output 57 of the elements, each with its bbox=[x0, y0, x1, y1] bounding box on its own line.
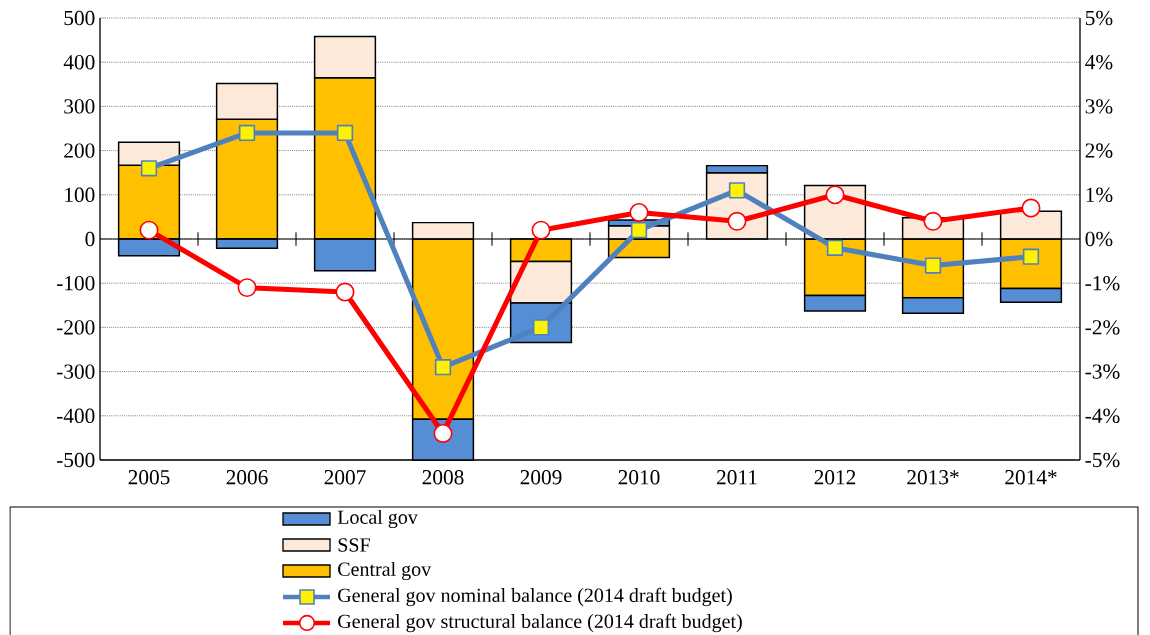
point bbox=[826, 239, 844, 256]
legend-label: Local gov bbox=[337, 509, 418, 529]
point bbox=[238, 124, 256, 142]
y-tick-label: -100 bbox=[56, 276, 95, 291]
point bbox=[825, 185, 845, 205]
point bbox=[727, 211, 747, 231]
y2-tick-label: -3% bbox=[1085, 364, 1120, 379]
x-tick-label: 2007 bbox=[324, 470, 366, 485]
point bbox=[139, 220, 159, 240]
y-tick-label: -500 bbox=[56, 452, 95, 468]
y2-tick-label: 2% bbox=[1085, 143, 1113, 158]
y-tick-label: 500 bbox=[64, 10, 95, 26]
point bbox=[433, 424, 453, 443]
y-tick-label: -400 bbox=[56, 408, 95, 423]
y2-tick-label: 4% bbox=[1085, 54, 1113, 70]
point bbox=[336, 124, 354, 142]
point bbox=[531, 220, 551, 240]
y2-tick-label: -5% bbox=[1085, 452, 1120, 468]
y2-tick-label: 0% bbox=[1085, 231, 1113, 247]
y-tick-label: 0 bbox=[85, 231, 95, 247]
point bbox=[140, 160, 158, 177]
point bbox=[1021, 198, 1041, 218]
point bbox=[532, 319, 550, 336]
x-tick-label: 2005 bbox=[128, 470, 170, 485]
y-tick-label: -300 bbox=[56, 364, 95, 379]
y-tick-label: 300 bbox=[64, 99, 95, 114]
y-tick-label: 100 bbox=[65, 187, 95, 202]
legend-label: General gov nominal balance (2014 draft budget) bbox=[338, 587, 732, 607]
point bbox=[728, 182, 746, 199]
y-tick-label: -200 bbox=[56, 320, 95, 335]
y2-tick-label: 3% bbox=[1085, 99, 1113, 114]
point bbox=[630, 222, 648, 239]
x-tick-label: 2011 bbox=[717, 470, 757, 485]
y2-tick-label: -1% bbox=[1085, 275, 1120, 291]
point bbox=[434, 359, 452, 376]
x-tick-label: 2010 bbox=[618, 470, 660, 485]
point bbox=[335, 282, 355, 302]
point bbox=[237, 278, 257, 298]
point bbox=[1022, 248, 1040, 265]
point bbox=[923, 211, 943, 231]
y2-tick-label: 1% bbox=[1086, 187, 1113, 203]
point bbox=[629, 203, 649, 222]
x-tick-label: 2012 bbox=[814, 470, 856, 485]
y2-tick-label: -4% bbox=[1085, 408, 1120, 424]
y-tick-label: 200 bbox=[64, 143, 95, 158]
x-tick-label: 2013* bbox=[907, 470, 959, 485]
x-tick-label: 2008 bbox=[422, 470, 464, 485]
y2-tick-label: -2% bbox=[1085, 320, 1120, 335]
x-tick-label: 2006 bbox=[226, 470, 268, 485]
legend-label: General gov structural balance (2014 draft budget) bbox=[338, 613, 742, 633]
legend-label: Central gov bbox=[338, 561, 432, 581]
x-tick-label: 2014* bbox=[1005, 470, 1057, 485]
y-tick-label: 400 bbox=[63, 55, 95, 70]
point bbox=[924, 257, 942, 274]
legend-label: SSF bbox=[338, 538, 370, 552]
y2-tick-label: 5% bbox=[1085, 10, 1113, 26]
x-tick-label: 2009 bbox=[520, 470, 562, 485]
